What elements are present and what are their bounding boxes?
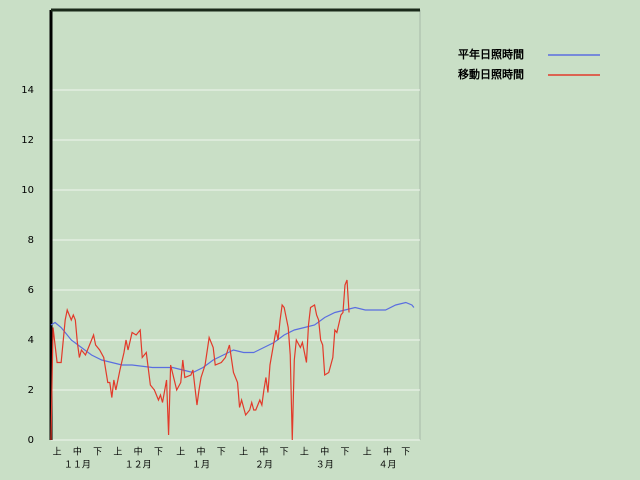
month-label: １１月 (64, 460, 91, 471)
x-tick-label: 下 (401, 448, 410, 458)
y-tick-label: 10 (21, 185, 34, 196)
x-tick-label: 上 (300, 447, 309, 458)
y-tick-label: 12 (21, 135, 34, 146)
x-tick-label: 下 (340, 448, 349, 458)
y-tick-label: 8 (28, 235, 34, 246)
y-tick-label: 4 (28, 335, 34, 346)
month-label: ４月 (379, 460, 397, 471)
x-tick-label: 上 (53, 447, 62, 458)
x-tick-label: 中 (134, 446, 143, 458)
x-tick-label: 中 (259, 446, 268, 458)
month-label: １２月 (125, 460, 152, 471)
x-tick-label: 上 (363, 447, 372, 458)
y-tick-label: 14 (21, 85, 34, 96)
x-tick-label: 上 (113, 447, 122, 458)
x-tick-label: 中 (320, 446, 329, 458)
x-tick-label: 中 (73, 446, 82, 458)
x-tick-label: 中 (383, 446, 392, 458)
y-tick-label: 2 (28, 385, 34, 396)
month-label: １月 (192, 460, 210, 471)
month-label: ２月 (255, 460, 273, 471)
x-tick-label: 下 (217, 448, 226, 458)
legend-label: 移動日照時間 (458, 67, 524, 81)
legend-label: 平年日照時間 (458, 47, 524, 61)
month-label: ３月 (316, 460, 334, 471)
series-line (50, 301, 415, 374)
x-tick-label: 下 (93, 448, 102, 458)
x-tick-label: 中 (197, 446, 206, 458)
y-tick-label: 0 (28, 435, 34, 446)
x-tick-label: 下 (280, 448, 289, 458)
x-tick-label: 下 (154, 448, 163, 458)
series-line (50, 279, 350, 441)
x-tick-label: 上 (176, 447, 185, 458)
y-tick-label: 6 (28, 285, 34, 296)
x-tick-label: 上 (239, 447, 248, 458)
